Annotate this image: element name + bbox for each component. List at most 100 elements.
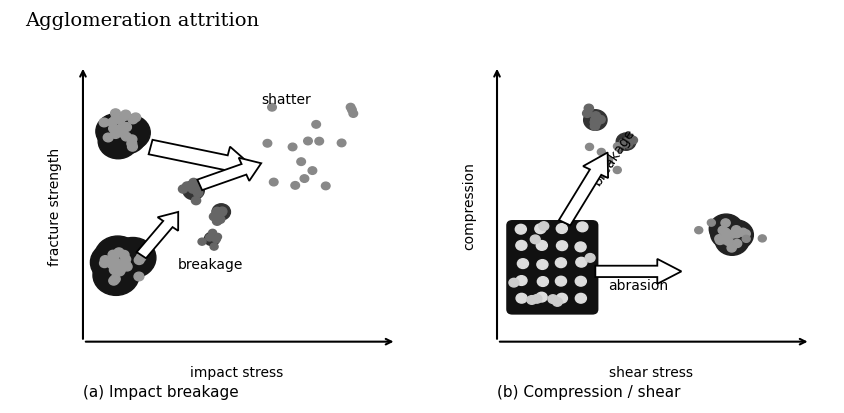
Text: (b) Compression / shear: (b) Compression / shear (496, 385, 679, 400)
Circle shape (598, 171, 607, 178)
Circle shape (99, 118, 109, 127)
Circle shape (715, 236, 724, 244)
Circle shape (127, 135, 137, 144)
Circle shape (216, 208, 225, 216)
Circle shape (516, 293, 527, 303)
Circle shape (508, 278, 518, 287)
Circle shape (575, 293, 586, 303)
FancyArrow shape (197, 158, 261, 190)
Circle shape (583, 110, 606, 130)
Circle shape (116, 266, 125, 274)
Circle shape (116, 264, 126, 273)
Circle shape (300, 175, 308, 183)
Circle shape (116, 263, 127, 271)
Circle shape (732, 240, 741, 247)
Circle shape (534, 224, 545, 234)
Circle shape (209, 213, 219, 221)
Circle shape (719, 236, 728, 244)
Circle shape (535, 292, 546, 302)
Circle shape (110, 263, 119, 271)
Circle shape (738, 228, 747, 236)
Circle shape (268, 104, 276, 111)
Circle shape (555, 224, 566, 233)
Circle shape (308, 167, 316, 174)
Circle shape (134, 256, 144, 264)
Circle shape (723, 237, 733, 246)
Circle shape (111, 275, 120, 283)
Circle shape (628, 136, 636, 144)
Circle shape (121, 255, 131, 263)
Circle shape (98, 123, 138, 159)
Circle shape (114, 263, 124, 272)
Circle shape (212, 207, 221, 216)
Circle shape (111, 109, 121, 118)
Circle shape (106, 239, 151, 279)
Circle shape (349, 110, 357, 117)
Circle shape (590, 122, 598, 130)
Circle shape (288, 143, 296, 151)
Circle shape (193, 189, 203, 197)
Circle shape (204, 232, 219, 246)
Circle shape (90, 242, 137, 282)
Circle shape (590, 116, 599, 124)
Circle shape (197, 238, 206, 245)
Circle shape (595, 116, 604, 123)
Circle shape (117, 123, 127, 132)
Text: shatter: shatter (261, 93, 311, 107)
Circle shape (726, 244, 735, 252)
Circle shape (706, 219, 715, 226)
Text: fracture strength: fracture strength (48, 147, 62, 266)
Text: compression: compression (462, 163, 476, 250)
Circle shape (741, 235, 749, 242)
Circle shape (589, 118, 598, 126)
Circle shape (120, 112, 129, 120)
Circle shape (115, 262, 125, 271)
Circle shape (575, 276, 586, 286)
Circle shape (109, 255, 119, 264)
Circle shape (321, 182, 330, 190)
Circle shape (515, 224, 526, 234)
Circle shape (591, 112, 600, 120)
Circle shape (182, 182, 192, 190)
Circle shape (311, 121, 320, 128)
Circle shape (212, 204, 230, 220)
Text: breakage: breakage (178, 258, 243, 272)
Circle shape (122, 262, 132, 271)
Circle shape (178, 185, 187, 193)
Text: shear stress: shear stress (608, 366, 692, 380)
Circle shape (189, 181, 198, 189)
Circle shape (537, 277, 548, 286)
Circle shape (134, 272, 143, 281)
Circle shape (536, 260, 547, 269)
Circle shape (591, 119, 600, 127)
Circle shape (93, 255, 139, 295)
Circle shape (212, 217, 221, 225)
Circle shape (555, 293, 567, 303)
Circle shape (127, 142, 138, 151)
Circle shape (110, 266, 119, 274)
Circle shape (111, 266, 120, 275)
Circle shape (115, 115, 125, 123)
Circle shape (114, 248, 124, 256)
Circle shape (619, 140, 627, 147)
Circle shape (111, 130, 121, 138)
Circle shape (619, 139, 627, 147)
Circle shape (189, 178, 198, 187)
Circle shape (127, 139, 137, 148)
Circle shape (585, 254, 594, 262)
Circle shape (108, 250, 118, 259)
Circle shape (95, 236, 141, 277)
Circle shape (111, 263, 122, 271)
Circle shape (218, 207, 226, 215)
Circle shape (719, 220, 753, 250)
Circle shape (107, 260, 117, 269)
Circle shape (121, 260, 131, 269)
FancyBboxPatch shape (506, 220, 598, 315)
Circle shape (122, 132, 131, 141)
FancyArrow shape (149, 140, 255, 178)
Circle shape (114, 260, 123, 268)
Circle shape (95, 114, 136, 149)
Circle shape (196, 182, 205, 190)
Text: abrasion: abrasion (608, 279, 668, 293)
Circle shape (556, 241, 567, 251)
